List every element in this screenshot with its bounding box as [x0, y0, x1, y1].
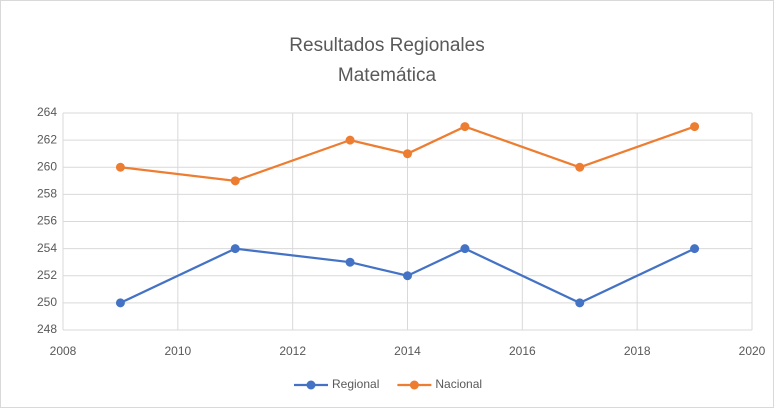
y-tick-label: 248	[37, 322, 57, 336]
point	[230, 244, 240, 254]
legend-marker	[306, 380, 316, 390]
legend-label: Nacional	[435, 377, 482, 391]
point	[230, 176, 240, 186]
point	[575, 162, 585, 172]
y-tick-label: 252	[37, 268, 57, 282]
chart-subtitle: Matemática	[338, 65, 437, 86]
x-tick-label: 2012	[279, 344, 306, 358]
x-tick-label: 2008	[50, 344, 77, 358]
point	[345, 135, 355, 145]
x-tick-label: 2010	[164, 344, 191, 358]
point	[403, 271, 412, 281]
x-tick-label: 2020	[739, 344, 766, 358]
y-tick-label: 250	[37, 295, 57, 309]
y-tick-label: 264	[37, 105, 57, 119]
point	[115, 162, 125, 172]
x-tick-label: 2016	[509, 344, 536, 358]
x-tick-label: 2014	[394, 344, 421, 358]
point	[460, 244, 470, 254]
point	[115, 298, 125, 308]
y-tick-label: 258	[37, 187, 57, 201]
x-tick-label: 2018	[624, 344, 651, 358]
y-tick-label: 256	[37, 214, 57, 228]
point	[460, 122, 470, 132]
point	[345, 257, 355, 267]
chart-title: Resultados Regionales	[289, 35, 484, 56]
point	[403, 149, 412, 159]
point	[690, 244, 700, 254]
y-tick-label: 254	[37, 241, 57, 255]
point	[575, 298, 585, 308]
y-tick-label: 260	[37, 159, 57, 173]
legend-label: Regional	[332, 377, 379, 391]
legend-marker	[409, 380, 419, 390]
y-tick-label: 262	[37, 132, 57, 146]
point	[690, 122, 700, 132]
